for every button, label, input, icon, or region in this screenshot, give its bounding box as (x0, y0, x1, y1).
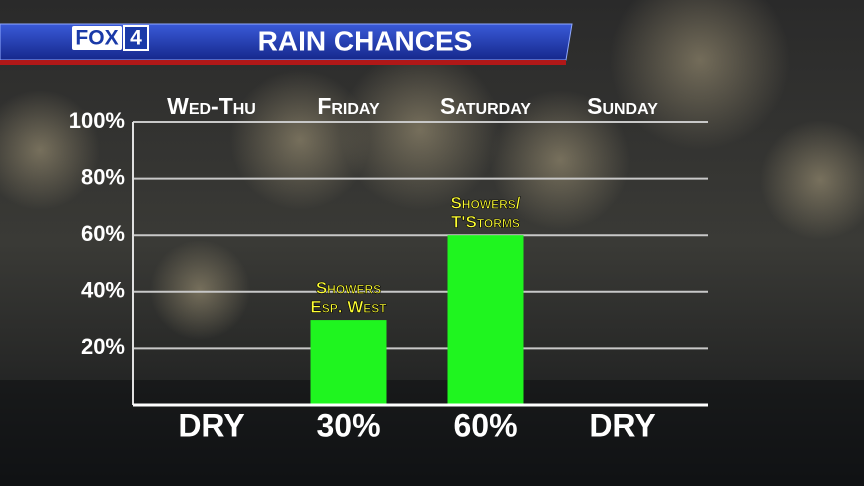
bar-annotation: Esp. West (310, 298, 387, 317)
x-tick-label: Friday (317, 93, 380, 119)
y-tick-label: 20% (81, 334, 125, 359)
logo-name: FOX (75, 27, 118, 50)
header: FOX 4 RAIN CHANCES (0, 23, 573, 65)
x-tick-label: Wed-Thu (167, 93, 256, 119)
value-label: 30% (316, 407, 380, 443)
y-tick-label: 60% (81, 221, 125, 246)
bar (310, 320, 387, 405)
bar-annotation: Showers/ (450, 194, 520, 213)
chart-title: RAIN CHANCES (258, 25, 473, 56)
bar-annotation: T'Storms (451, 213, 520, 232)
x-tick-label: Saturday (440, 93, 531, 119)
logo-number: 4 (130, 27, 142, 50)
bar (447, 235, 524, 405)
value-label: DRY (178, 407, 244, 443)
value-label: DRY (589, 407, 655, 443)
value-label: 60% (453, 407, 517, 443)
x-tick-label: Sunday (587, 93, 658, 119)
y-tick-label: 80% (81, 164, 125, 189)
y-tick-label: 40% (81, 278, 125, 303)
y-tick-label: 100% (69, 108, 125, 133)
bar-annotation: Showers (316, 279, 381, 298)
